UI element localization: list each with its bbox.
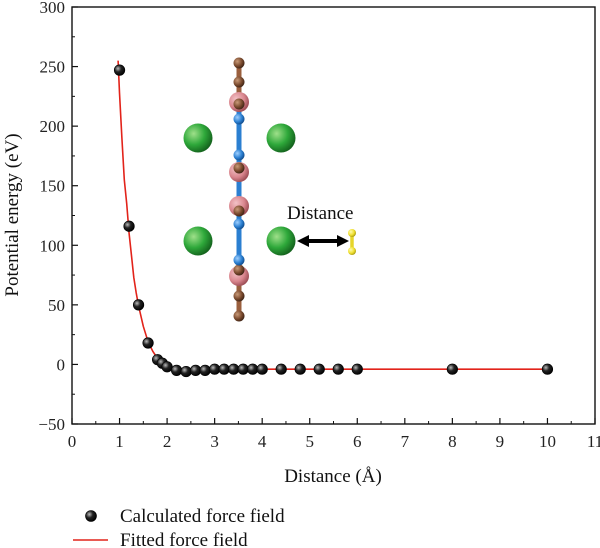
x-tick-label: 0 (68, 432, 77, 451)
y-tick-label: 300 (40, 0, 66, 17)
structure-inset: Distance (183, 57, 356, 322)
x-tick-label: 9 (496, 432, 505, 451)
calculated-point (190, 364, 202, 376)
calculated-point (218, 363, 230, 375)
legend-label-calculated: Calculated force field (120, 506, 285, 527)
legend-label-fitted: Fitted force field (120, 530, 248, 548)
x-axis-ticks: 0 1 2 3 4 5 6 7 8 9 10 11 (68, 418, 600, 451)
calculated-point (256, 363, 268, 375)
calculated-point (209, 363, 221, 375)
chlorine-atom (266, 226, 296, 256)
distance-annotation: Distance (287, 203, 353, 224)
nitrogen-atom (233, 218, 245, 230)
probe-atom (348, 229, 356, 237)
calculated-point (199, 364, 211, 376)
nitrogen-atom (233, 254, 245, 266)
calculated-point (237, 363, 249, 375)
calculated-point (123, 220, 135, 232)
calculated-series (113, 64, 554, 378)
carbon-atom (233, 290, 245, 302)
x-tick-label: 7 (401, 432, 410, 451)
carbon-atom (233, 264, 245, 276)
y-axis-title: Potential energy (eV) (2, 133, 23, 296)
y-tick-label: 250 (40, 58, 66, 77)
calculated-point (313, 363, 325, 375)
y-tick-label: 150 (40, 177, 66, 196)
carbon-atom (233, 57, 245, 69)
carbon-atom (233, 205, 245, 217)
probe-atom (348, 247, 356, 255)
y-tick-label: 50 (48, 296, 65, 315)
y-tick-label: −50 (38, 415, 65, 434)
calculated-point (228, 363, 240, 375)
carbon-atom (233, 98, 245, 110)
x-tick-label: 1 (115, 432, 124, 451)
x-axis-title: Distance (Å) (284, 466, 382, 487)
calculated-point (247, 363, 259, 375)
chlorine-atom (183, 226, 213, 256)
x-tick-label: 10 (539, 432, 556, 451)
calculated-point (275, 363, 287, 375)
calculated-point (142, 337, 154, 349)
calculated-point (171, 364, 183, 376)
legend: Calculated force field Fitted force fiel… (73, 506, 285, 548)
calculated-point (446, 363, 458, 375)
calculated-point (541, 363, 554, 375)
calculated-point (332, 363, 344, 375)
x-tick-label: 6 (353, 432, 362, 451)
calculated-point (113, 64, 126, 76)
nitrogen-atom (233, 149, 245, 161)
calculated-point (180, 365, 192, 378)
carbon-atom (233, 310, 245, 322)
carbon-atom (233, 162, 245, 174)
x-tick-label: 3 (210, 432, 219, 451)
nitrogen-atom (233, 113, 245, 125)
x-tick-label: 5 (305, 432, 314, 451)
x-tick-label: 8 (448, 432, 457, 451)
y-tick-label: 100 (40, 236, 66, 255)
y-tick-label: 0 (57, 355, 66, 374)
legend-marker-calculated (85, 510, 97, 522)
x-tick-label: 11 (587, 432, 600, 451)
calculated-point (351, 363, 363, 375)
x-tick-label: 2 (163, 432, 172, 451)
chlorine-atom (266, 123, 296, 153)
distance-arrowhead-left (297, 235, 309, 247)
calculated-point (132, 299, 145, 311)
calculated-point (161, 361, 173, 373)
carbon-atom (233, 76, 245, 88)
y-tick-label: 200 (40, 117, 66, 136)
y-axis-ticks: −50 0 50 100 150 200 250 300 (38, 0, 78, 434)
x-tick-label: 4 (258, 432, 267, 451)
distance-arrowhead-right (337, 235, 349, 247)
chlorine-atom (183, 123, 213, 153)
calculated-point (294, 363, 306, 375)
